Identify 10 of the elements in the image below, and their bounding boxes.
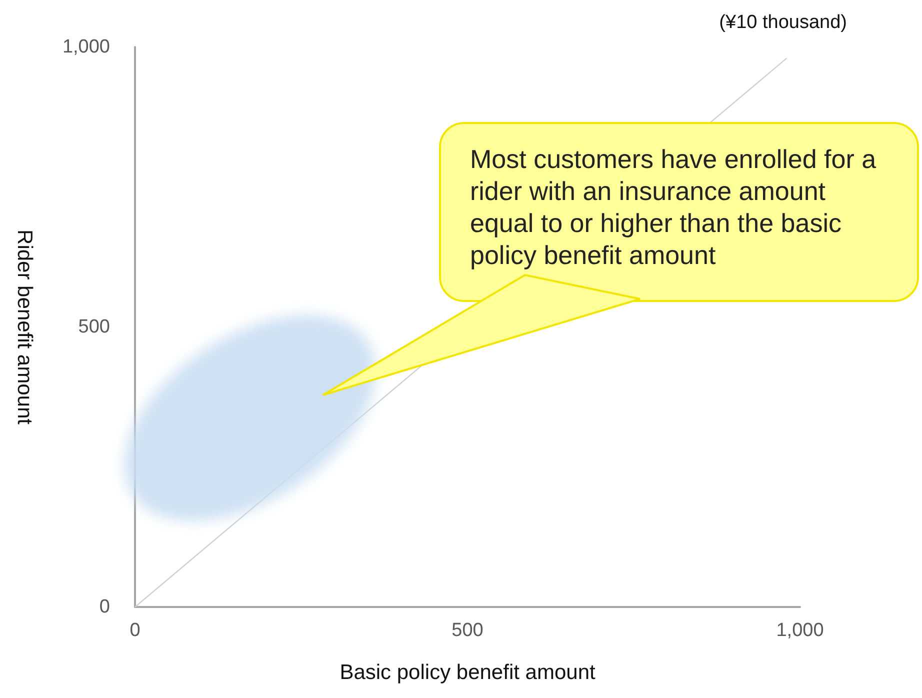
text: (¥10 thousand) [719, 12, 847, 34]
x-axis-title: Basic policy benefit amount [340, 661, 596, 684]
y-tick-label: 1,000 [62, 36, 110, 58]
y-axis-title: Rider benefit amount [13, 230, 36, 425]
x-tick-label: 0 [130, 620, 140, 641]
y-tick-label: 0 [99, 596, 110, 618]
x-tick-label: 500 [452, 620, 484, 641]
annotation: Most customers have enrolled for a rider with an insurance amount equal to or higher than the basic policy benefit amount [470, 143, 878, 271]
x-tick-label: 1,000 [776, 620, 824, 641]
y-tick-label: 500 [78, 316, 110, 338]
